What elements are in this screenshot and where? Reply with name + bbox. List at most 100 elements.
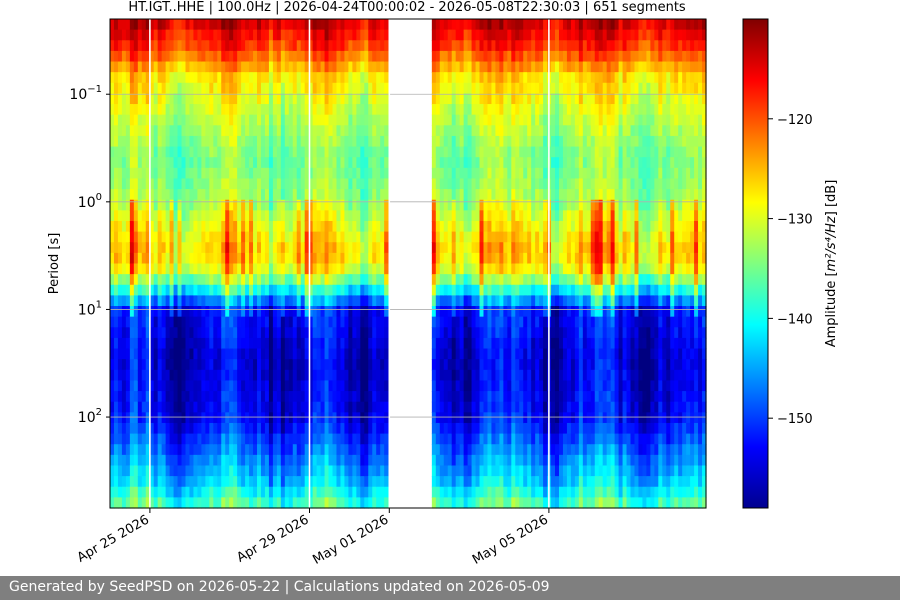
heatmap-cell	[348, 476, 353, 488]
heatmap-cell	[205, 401, 210, 413]
heatmap-cell	[499, 104, 504, 116]
heatmap-cell	[280, 189, 286, 201]
heatmap-cell	[201, 295, 206, 307]
heatmap-cell	[539, 135, 544, 148]
heatmap-cell	[451, 210, 457, 222]
heatmap-cell	[515, 167, 520, 180]
heatmap-cell	[308, 327, 314, 339]
heatmap-cell	[451, 295, 457, 307]
heatmap-cell	[300, 263, 306, 275]
heatmap-cell	[189, 284, 195, 296]
heatmap-cell	[197, 210, 202, 222]
heatmap-cell	[268, 61, 274, 73]
heatmap-cell	[435, 210, 441, 222]
heatmap-cell	[300, 82, 306, 95]
heatmap-cell	[300, 189, 306, 201]
heatmap-cell	[566, 337, 572, 350]
heatmap-cell	[471, 242, 477, 254]
heatmap-cell	[257, 61, 262, 73]
heatmap-cell	[467, 72, 473, 84]
heatmap-cell	[253, 359, 258, 371]
heatmap-cell	[113, 422, 119, 435]
heatmap-cell	[570, 19, 576, 31]
heatmap-cell	[217, 231, 222, 243]
heatmap-cell	[324, 295, 330, 307]
heatmap-cell	[300, 135, 306, 148]
heatmap-cell	[241, 189, 246, 201]
heatmap-cell	[368, 189, 373, 201]
heatmap-cell	[451, 486, 457, 498]
heatmap-cell	[193, 337, 199, 350]
heatmap-cell	[257, 306, 262, 318]
heatmap-cell	[519, 316, 524, 328]
heatmap-cell	[201, 401, 206, 413]
heatmap-cell	[296, 401, 302, 413]
heatmap-cell	[292, 220, 298, 233]
heatmap-cell	[495, 50, 500, 63]
heatmap-cell	[463, 380, 469, 392]
heatmap-cell	[340, 199, 346, 211]
heatmap-cell	[582, 82, 588, 95]
heatmap-cell	[272, 252, 278, 265]
heatmap-cell	[141, 295, 147, 307]
heatmap-cell	[384, 167, 389, 180]
heatmap-cell	[519, 82, 524, 95]
heatmap-cell	[566, 444, 572, 456]
heatmap-cell	[459, 72, 465, 84]
heatmap-cell	[491, 104, 497, 116]
heatmap-cell	[447, 444, 453, 456]
heatmap-cell	[574, 337, 580, 350]
heatmap-cell	[129, 422, 135, 435]
heatmap-cell	[320, 337, 326, 350]
heatmap-cell	[558, 263, 564, 275]
heatmap-cell	[443, 242, 449, 254]
heatmap-cell	[304, 189, 310, 201]
heatmap-cell	[233, 391, 238, 403]
heatmap-cell	[181, 465, 187, 477]
heatmap-cell	[316, 263, 322, 275]
heatmap-cell	[578, 274, 584, 286]
heatmap-cell	[352, 167, 357, 180]
heatmap-cell	[324, 29, 330, 41]
heatmap-cell	[348, 444, 353, 456]
heatmap-cell	[332, 50, 338, 63]
heatmap-cell	[205, 210, 210, 222]
heatmap-cell	[229, 263, 234, 275]
heatmap-cell	[149, 189, 155, 201]
heatmap-cell	[364, 40, 369, 52]
heatmap-cell	[217, 369, 222, 382]
heatmap-cell	[543, 454, 548, 467]
heatmap-cell	[264, 199, 270, 211]
heatmap-cell	[507, 157, 512, 169]
heatmap-cell	[511, 231, 516, 243]
heatmap-cell	[205, 274, 210, 286]
heatmap-cell	[360, 401, 365, 413]
heatmap-cell	[499, 391, 504, 403]
heatmap-cell	[356, 337, 361, 350]
heatmap-cell	[260, 337, 266, 350]
heatmap-cell	[280, 231, 286, 243]
heatmap-cell	[221, 391, 226, 403]
heatmap-cell	[562, 433, 568, 445]
heatmap-cell	[153, 380, 159, 392]
heatmap-cell	[384, 327, 389, 339]
heatmap-cell	[117, 422, 123, 435]
heatmap-cell	[491, 316, 497, 328]
heatmap-cell	[451, 454, 457, 467]
heatmap-cell	[312, 242, 318, 254]
heatmap-cell	[173, 380, 179, 392]
heatmap-cell	[551, 29, 556, 41]
heatmap-cell	[566, 412, 572, 424]
heatmap-cell	[157, 178, 163, 190]
heatmap-cell	[324, 380, 330, 392]
heatmap-cell	[348, 359, 353, 371]
heatmap-cell	[245, 359, 250, 371]
heatmap-cell	[296, 61, 302, 73]
heatmap-cell	[110, 167, 115, 180]
heatmap-cell	[372, 210, 377, 222]
heatmap-cell	[467, 263, 473, 275]
heatmap-cell	[233, 306, 238, 318]
heatmap-cell	[344, 114, 349, 126]
heatmap-cell	[574, 359, 580, 371]
heatmap-cell	[257, 231, 262, 243]
